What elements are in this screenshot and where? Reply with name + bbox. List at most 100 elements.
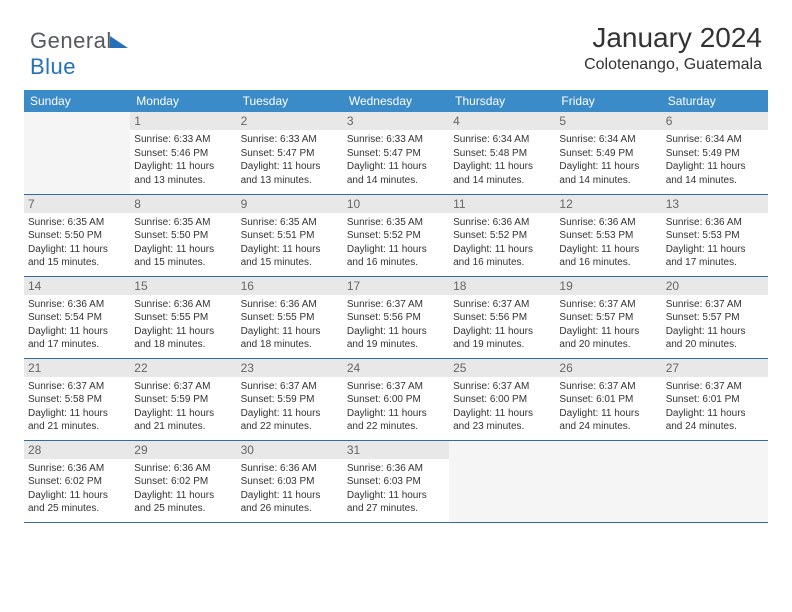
calendar-day-cell: 31Sunrise: 6:36 AMSunset: 6:03 PMDayligh… xyxy=(343,440,449,522)
day-info: Sunrise: 6:37 AMSunset: 5:59 PMDaylight:… xyxy=(241,380,339,434)
day-number: 24 xyxy=(343,359,449,377)
calendar-day-cell: 18Sunrise: 6:37 AMSunset: 5:56 PMDayligh… xyxy=(449,276,555,358)
daylight-text: Daylight: 11 hours and 22 minutes. xyxy=(347,407,445,434)
day-info: Sunrise: 6:37 AMSunset: 6:01 PMDaylight:… xyxy=(666,380,764,434)
day-info: Sunrise: 6:37 AMSunset: 5:58 PMDaylight:… xyxy=(28,380,126,434)
brand-triangle-icon xyxy=(110,36,128,48)
calendar-week-row: 21Sunrise: 6:37 AMSunset: 5:58 PMDayligh… xyxy=(24,358,768,440)
day-number: 18 xyxy=(449,277,555,295)
sunset-text: Sunset: 6:02 PM xyxy=(28,475,126,489)
sunrise-text: Sunrise: 6:37 AM xyxy=(559,380,657,394)
brand-logo: General Blue xyxy=(30,28,128,80)
sunset-text: Sunset: 5:54 PM xyxy=(28,311,126,325)
daylight-text: Daylight: 11 hours and 27 minutes. xyxy=(347,489,445,516)
brand-part1: General xyxy=(30,28,112,53)
calendar-day-cell: 10Sunrise: 6:35 AMSunset: 5:52 PMDayligh… xyxy=(343,194,449,276)
daylight-text: Daylight: 11 hours and 15 minutes. xyxy=(28,243,126,270)
sunset-text: Sunset: 5:51 PM xyxy=(241,229,339,243)
sunrise-text: Sunrise: 6:33 AM xyxy=(241,133,339,147)
day-number: 22 xyxy=(130,359,236,377)
sunrise-text: Sunrise: 6:37 AM xyxy=(241,380,339,394)
day-number: 11 xyxy=(449,195,555,213)
day-info: Sunrise: 6:36 AMSunset: 5:53 PMDaylight:… xyxy=(559,216,657,270)
calendar-day-cell: 21Sunrise: 6:37 AMSunset: 5:58 PMDayligh… xyxy=(24,358,130,440)
calendar-week-row: 28Sunrise: 6:36 AMSunset: 6:02 PMDayligh… xyxy=(24,440,768,522)
calendar-day-cell: 22Sunrise: 6:37 AMSunset: 5:59 PMDayligh… xyxy=(130,358,236,440)
day-info: Sunrise: 6:34 AMSunset: 5:48 PMDaylight:… xyxy=(453,133,551,187)
calendar-day-cell: 7Sunrise: 6:35 AMSunset: 5:50 PMDaylight… xyxy=(24,194,130,276)
day-number: 16 xyxy=(237,277,343,295)
sunset-text: Sunset: 6:01 PM xyxy=(666,393,764,407)
sunrise-text: Sunrise: 6:34 AM xyxy=(666,133,764,147)
sunrise-text: Sunrise: 6:37 AM xyxy=(666,298,764,312)
day-number: 8 xyxy=(130,195,236,213)
calendar-day-cell: 19 Sunrise: 6:37 AMSunset: 5:57 PMDayligh… xyxy=(555,276,661,358)
daylight-text: Daylight: 11 hours and 23 minutes. xyxy=(453,407,551,434)
page-title: January 2024 xyxy=(584,22,762,54)
calendar-day-cell: 5Sunrise: 6:34 AMSunset: 5:49 PMDaylight… xyxy=(555,112,661,194)
calendar-week-row: 1Sunrise: 6:33 AMSunset: 5:46 PMDaylight… xyxy=(24,112,768,194)
sunset-text: Sunset: 5:53 PM xyxy=(666,229,764,243)
daylight-text: Daylight: 11 hours and 14 minutes. xyxy=(666,160,764,187)
day-number: 28 xyxy=(24,441,130,459)
sunrise-text: Sunrise: 6:36 AM xyxy=(134,298,232,312)
daylight-text: Daylight: 11 hours and 14 minutes. xyxy=(347,160,445,187)
calendar-week-row: 7Sunrise: 6:35 AMSunset: 5:50 PMDaylight… xyxy=(24,194,768,276)
sunset-text: Sunset: 5:52 PM xyxy=(347,229,445,243)
header-right: January 2024 Colotenango, Guatemala xyxy=(584,22,762,74)
sunrise-text: Sunrise: 6:33 AM xyxy=(347,133,445,147)
daylight-text: Daylight: 11 hours and 17 minutes. xyxy=(666,243,764,270)
daylight-text: Daylight: 11 hours and 13 minutes. xyxy=(241,160,339,187)
day-number: 17 xyxy=(343,277,449,295)
calendar-table: Sunday Monday Tuesday Wednesday Thursday… xyxy=(24,90,768,523)
day-info: Sunrise: 6:37 AMSunset: 5:56 PMDaylight:… xyxy=(347,298,445,352)
calendar-day-cell: 4Sunrise: 6:34 AMSunset: 5:48 PMDaylight… xyxy=(449,112,555,194)
sunset-text: Sunset: 5:58 PM xyxy=(28,393,126,407)
daylight-text: Daylight: 11 hours and 14 minutes. xyxy=(559,160,657,187)
sunset-text: Sunset: 5:59 PM xyxy=(241,393,339,407)
sunrise-text: Sunrise: 6:36 AM xyxy=(134,462,232,476)
calendar-day-cell: 12Sunrise: 6:36 AMSunset: 5:53 PMDayligh… xyxy=(555,194,661,276)
day-info: Sunrise: 6:37 AMSunset: 6:01 PMDaylight:… xyxy=(559,380,657,434)
sunset-text: Sunset: 5:55 PM xyxy=(134,311,232,325)
calendar-day-cell xyxy=(662,440,768,522)
sunrise-text: Sunrise: 6:37 AM xyxy=(453,298,551,312)
sunrise-text: Sunrise: 6:36 AM xyxy=(666,216,764,230)
sunset-text: Sunset: 5:49 PM xyxy=(559,147,657,161)
calendar-day-cell: 16Sunrise: 6:36 AMSunset: 5:55 PMDayligh… xyxy=(237,276,343,358)
day-number: 26 xyxy=(555,359,661,377)
daylight-text: Daylight: 11 hours and 21 minutes. xyxy=(134,407,232,434)
daylight-text: Daylight: 11 hours and 24 minutes. xyxy=(559,407,657,434)
sunrise-text: Sunrise: 6:36 AM xyxy=(28,298,126,312)
calendar-day-cell: 3Sunrise: 6:33 AMSunset: 5:47 PMDaylight… xyxy=(343,112,449,194)
day-number: 19 xyxy=(555,277,661,295)
day-info: Sunrise: 6:33 AMSunset: 5:47 PMDaylight:… xyxy=(241,133,339,187)
daylight-text: Daylight: 11 hours and 20 minutes. xyxy=(559,325,657,352)
sunset-text: Sunset: 5:52 PM xyxy=(453,229,551,243)
day-info: Sunrise: 6:37 AMSunset: 6:00 PMDaylight:… xyxy=(347,380,445,434)
day-info: Sunrise: 6:36 AMSunset: 5:52 PMDaylight:… xyxy=(453,216,551,270)
weekday-header: Thursday xyxy=(449,90,555,112)
daylight-text: Daylight: 11 hours and 15 minutes. xyxy=(134,243,232,270)
sunset-text: Sunset: 6:01 PM xyxy=(559,393,657,407)
sunrise-text: Sunrise: 6:35 AM xyxy=(241,216,339,230)
sunset-text: Sunset: 5:57 PM xyxy=(666,311,764,325)
weekday-header: Monday xyxy=(130,90,236,112)
sunset-text: Sunset: 5:57 PM xyxy=(559,311,657,325)
calendar-day-cell: 15Sunrise: 6:36 AMSunset: 5:55 PMDayligh… xyxy=(130,276,236,358)
sunrise-text: Sunrise: 6:35 AM xyxy=(134,216,232,230)
day-info: Sunrise: 6:37 AMSunset: 5:57 PMDaylight:… xyxy=(559,298,657,352)
daylight-text: Daylight: 11 hours and 22 minutes. xyxy=(241,407,339,434)
day-number: 2 xyxy=(237,112,343,130)
sunset-text: Sunset: 6:02 PM xyxy=(134,475,232,489)
day-info: Sunrise: 6:33 AMSunset: 5:46 PMDaylight:… xyxy=(134,133,232,187)
day-number: 10 xyxy=(343,195,449,213)
daylight-text: Daylight: 11 hours and 16 minutes. xyxy=(347,243,445,270)
calendar-day-cell: 17 Sunrise: 6:37 AMSunset: 5:56 PMDayligh… xyxy=(343,276,449,358)
daylight-text: Daylight: 11 hours and 19 minutes. xyxy=(453,325,551,352)
calendar-day-cell: 2 Sunrise: 6:33 AMSunset: 5:47 PMDaylight… xyxy=(237,112,343,194)
calendar-day-cell: 6Sunrise: 6:34 AMSunset: 5:49 PMDaylight… xyxy=(662,112,768,194)
sunset-text: Sunset: 6:00 PM xyxy=(453,393,551,407)
sunset-text: Sunset: 5:47 PM xyxy=(347,147,445,161)
weekday-header: Wednesday xyxy=(343,90,449,112)
